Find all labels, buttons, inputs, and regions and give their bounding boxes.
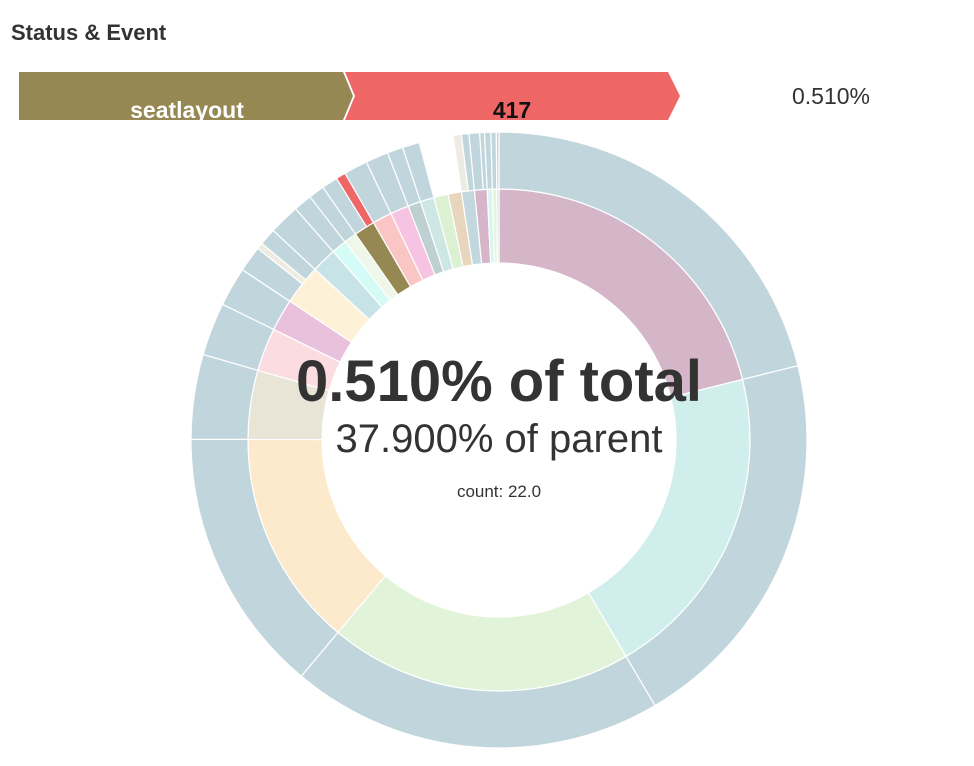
center-labels: 0.510% of total 37.900% of parent count:…: [296, 349, 702, 501]
sunburst-arcs: [190, 131, 808, 749]
breadcrumb-item-seatlayout[interactable]: [19, 72, 353, 120]
breadcrumb: seatlayout 417 0.510%: [19, 72, 870, 123]
center-total-label: 0.510% of total: [296, 349, 702, 414]
sunburst-inner-segment[interactable]: [496, 188, 500, 264]
breadcrumb-percentage: 0.510%: [792, 83, 870, 109]
center-parent-label: 37.900% of parent: [336, 417, 663, 461]
center-count-label: count: 22.0: [457, 482, 541, 501]
breadcrumb-label: seatlayout: [130, 97, 244, 123]
sunburst-outer-segment[interactable]: [495, 131, 500, 190]
breadcrumb-item-417[interactable]: [345, 72, 680, 120]
breadcrumb-label: 417: [493, 97, 531, 123]
chart-title: Status & Event: [11, 20, 167, 45]
